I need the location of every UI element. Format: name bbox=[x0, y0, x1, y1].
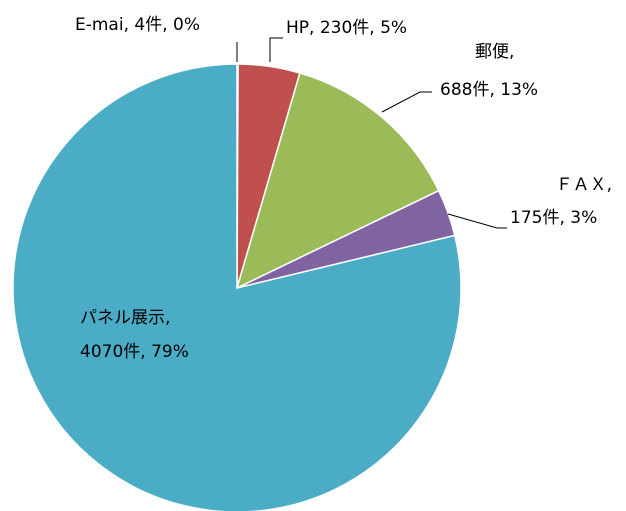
data-label: 175件, 3% bbox=[510, 208, 597, 228]
data-label: 4070件, 79% bbox=[80, 342, 189, 362]
pie-slice bbox=[12, 63, 462, 511]
data-label: 郵便, bbox=[475, 42, 514, 62]
pie bbox=[12, 63, 462, 511]
data-label: HP, 230件, 5% bbox=[286, 18, 407, 38]
leader-line bbox=[381, 91, 432, 113]
leader-line bbox=[447, 213, 507, 229]
data-label: ＦＡＸ, bbox=[556, 175, 612, 195]
data-label: パネル展示, bbox=[80, 308, 170, 328]
data-label: E-mai, 4件, 0% bbox=[75, 15, 200, 35]
leader-line bbox=[269, 37, 283, 62]
pie-slice bbox=[235, 72, 440, 290]
data-label: 688件, 13% bbox=[440, 80, 538, 100]
